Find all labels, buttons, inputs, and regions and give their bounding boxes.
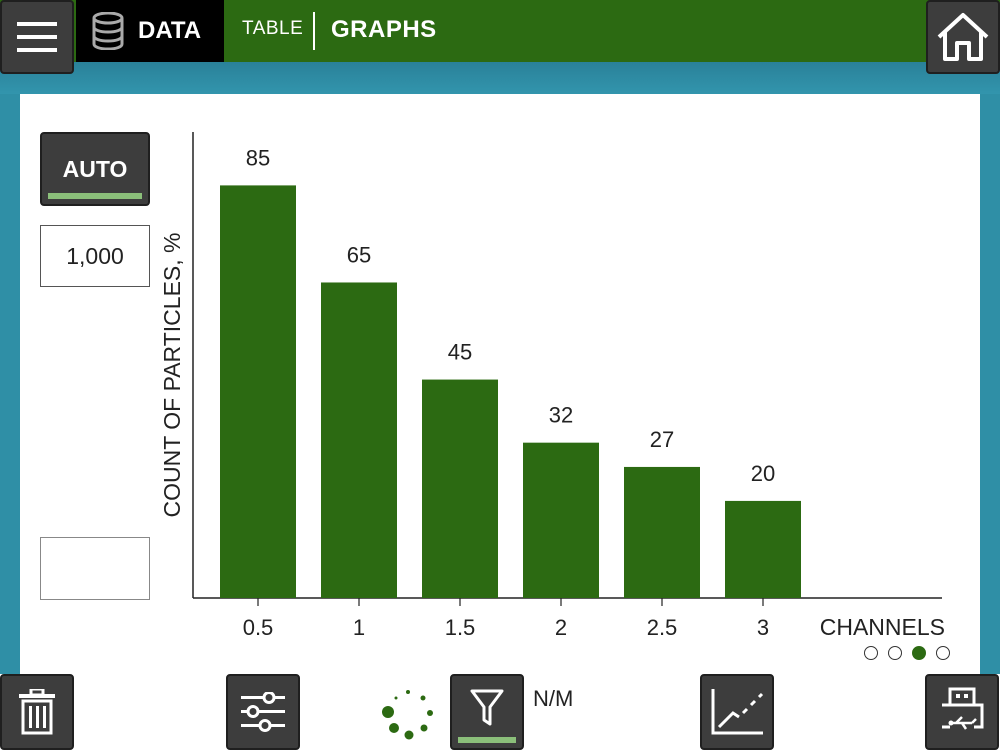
- filter-status: N/M: [533, 686, 574, 711]
- header-strip: [0, 62, 1000, 94]
- bar-3: [725, 500, 801, 598]
- print-export-button[interactable]: [925, 674, 999, 750]
- page-dot[interactable]: [912, 646, 926, 660]
- x-tick-label-1: 1: [353, 615, 365, 640]
- data-label-0.5: 85: [246, 145, 270, 170]
- delete-button[interactable]: [0, 674, 74, 750]
- page-dot[interactable]: [864, 646, 878, 660]
- trash-icon: [19, 689, 55, 735]
- y-max-input[interactable]: 1,000: [40, 225, 150, 287]
- tab-graphs[interactable]: GRAPHS: [331, 16, 437, 43]
- data-label-2.5: 27: [650, 427, 674, 452]
- data-label-1: 65: [347, 242, 371, 267]
- trend-chart-icon: [711, 689, 764, 735]
- active-indicator: [458, 737, 516, 743]
- auto-scale-button[interactable]: AUTO: [40, 132, 150, 206]
- home-button[interactable]: [926, 0, 1000, 74]
- trend-chart-button[interactable]: [700, 674, 774, 750]
- graph-panel: [20, 94, 980, 674]
- home-icon: [937, 13, 989, 61]
- bar-1: [321, 282, 397, 598]
- data-label-1.5: 45: [448, 340, 472, 365]
- page-dot[interactable]: [888, 646, 902, 660]
- data-label-2: 32: [549, 403, 573, 428]
- bar-2: [523, 442, 599, 598]
- loading-spinner-icon: [382, 690, 433, 740]
- y-min-input[interactable]: [40, 537, 150, 600]
- filter-icon: [470, 689, 504, 726]
- data-label-3: 20: [751, 461, 775, 486]
- sliders-icon: [241, 692, 285, 732]
- page-dot[interactable]: [936, 646, 950, 660]
- bar-2.5: [624, 466, 700, 598]
- tab-divider: [313, 12, 315, 50]
- data-section-button[interactable]: DATA: [76, 0, 224, 62]
- page-indicator: [864, 646, 950, 660]
- bar-0.5: [220, 185, 296, 598]
- printer-usb-icon: [942, 687, 984, 730]
- tab-table[interactable]: TABLE: [242, 18, 304, 39]
- database-icon: [92, 12, 124, 50]
- x-tick-label-2.5: 2.5: [647, 615, 678, 640]
- x-tick-label-0.5: 0.5: [243, 615, 274, 640]
- x-axis-label: CHANNELS: [820, 614, 945, 640]
- x-tick-label-2: 2: [555, 615, 567, 640]
- x-tick-label-3: 3: [757, 615, 769, 640]
- bar-1.5: [422, 379, 498, 598]
- x-tick-label-1.5: 1.5: [445, 615, 476, 640]
- y-axis-label: COUNT OF PARTICLES, %: [159, 233, 185, 518]
- bar-chart: COUNT OF PARTICLES, % 85 0.5 65 1 45 1.5 32 2 27 2…: [159, 132, 945, 640]
- hamburger-menu-icon: [17, 22, 57, 52]
- auto-label: AUTO: [62, 156, 128, 182]
- active-indicator: [48, 193, 142, 199]
- section-label: DATA: [138, 17, 202, 44]
- filter-button[interactable]: [450, 674, 524, 750]
- adjust-settings-button[interactable]: [226, 674, 300, 750]
- menu-button[interactable]: [0, 0, 74, 74]
